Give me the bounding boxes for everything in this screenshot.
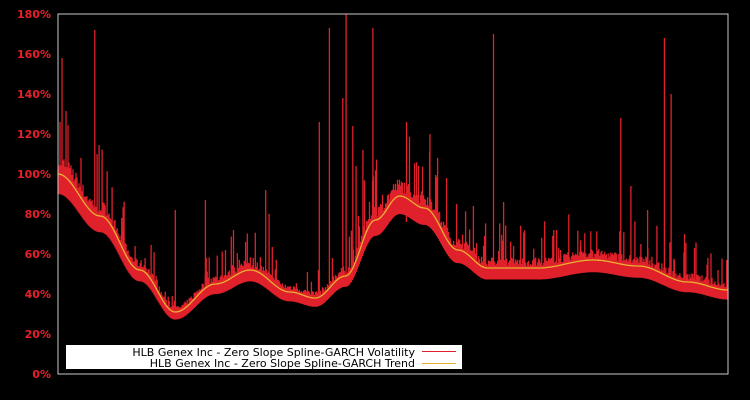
trend-series xyxy=(57,173,728,313)
plot-frame xyxy=(57,13,729,375)
y-tick-label: 20% xyxy=(25,328,51,341)
y-axis-ticks: 0% 20% 40% 60% 80% 100% 120% 140% 160% 180% xyxy=(17,8,51,381)
y-tick-label: 40% xyxy=(25,288,51,301)
legend-label-trend: HLB Genex Inc - Zero Slope Spline-GARCH … xyxy=(150,357,415,370)
y-tick-label: 140% xyxy=(17,88,51,101)
y-tick-label: 180% xyxy=(17,8,51,21)
y-tick-label: 60% xyxy=(25,248,51,261)
y-tick-label: 0% xyxy=(32,368,51,381)
y-tick-label: 80% xyxy=(25,208,51,221)
legend-box xyxy=(66,345,462,369)
legend-label-volatility: HLB Genex Inc - Zero Slope Spline-GARCH … xyxy=(132,346,415,359)
y-tick-label: 120% xyxy=(17,128,51,141)
y-tick-label: 160% xyxy=(17,48,51,61)
y-tick-label: 100% xyxy=(17,168,51,181)
legend: HLB Genex Inc - Zero Slope Spline-GARCH … xyxy=(66,345,462,370)
